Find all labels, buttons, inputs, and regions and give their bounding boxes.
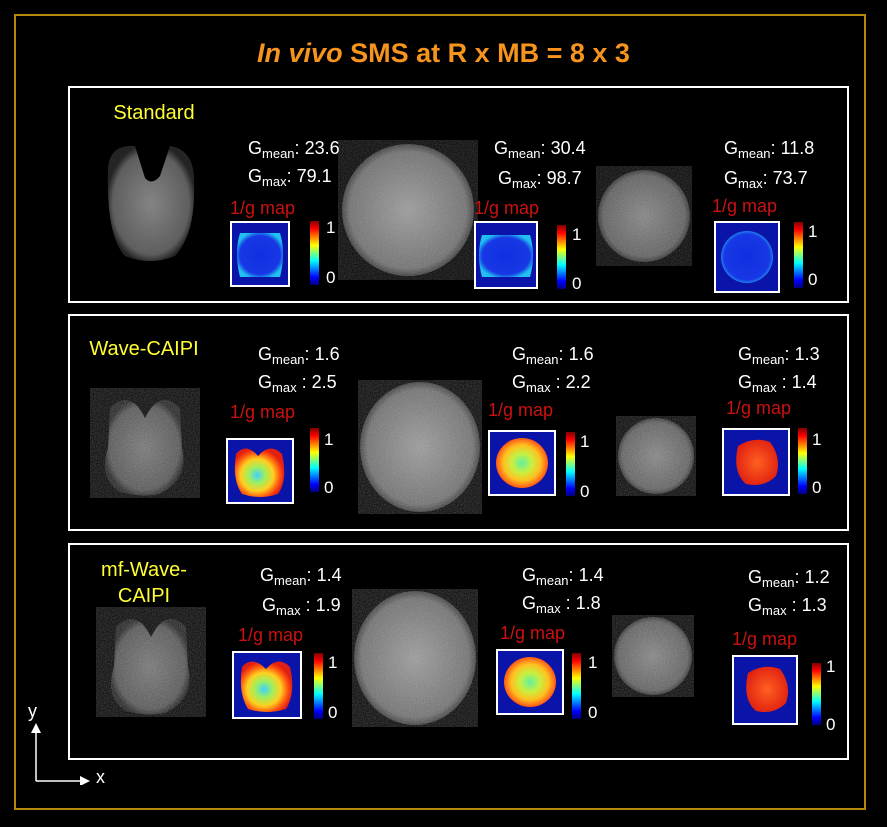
map-label-slice-2: 1/g map [500, 623, 566, 643]
map-label-slice-3: 1/g map [712, 196, 778, 216]
gmax-slice-1: Gmax : 1.9 [262, 595, 341, 618]
gmean-value: 23.6 [304, 138, 340, 158]
colorbar-slice-3 [794, 222, 803, 288]
gmean-slice-3: Gmean: 1.3 [738, 344, 820, 367]
colorbar-max-slice-2: 1 [572, 225, 582, 244]
gmean-slice-2: Gmean: 1.4 [522, 565, 604, 588]
brain-image-slice-3 [596, 166, 692, 266]
panel-label-standard: Standard [113, 102, 195, 124]
colorbar-max-slice-1: 1 [324, 430, 334, 449]
map-label-slice-1: 1/g map [230, 402, 296, 422]
colorbar-min-slice-3: 0 [808, 270, 818, 289]
brain-image-slice-1 [90, 388, 200, 498]
colorbar-max-slice-3: 1 [808, 222, 818, 241]
outer-frame [14, 14, 866, 810]
g-factor-map-slice-1 [226, 438, 294, 504]
gmax-value: 79.1 [296, 166, 332, 186]
colorbar-min-slice-2: 0 [588, 703, 598, 722]
colorbar-max-slice-2: 1 [580, 432, 590, 451]
axes-indicator: y x [28, 701, 118, 787]
colorbar-slice-2 [557, 225, 566, 289]
colorbar-min-slice-1: 0 [328, 703, 338, 722]
colorbar-min-slice-2: 0 [580, 482, 590, 501]
colorbar-min-slice-1: 0 [324, 478, 334, 497]
axis-label-y: y [28, 701, 37, 721]
gmax-slice-2: Gmax : 2.2 [512, 372, 591, 395]
axes-arrows-icon [31, 723, 90, 786]
map-label-slice-3: 1/g map [726, 398, 792, 418]
colorbar-max-slice-3: 1 [812, 430, 822, 449]
gmean-slice-1: Gmean: 1.4 [260, 565, 342, 588]
brain-image-slice-1 [96, 607, 206, 717]
panel-label-mf-wave-caipi: mf-Wave- CAIPI [84, 557, 204, 609]
colorbar-slice-2 [566, 432, 575, 496]
colorbar-max-slice-1: 1 [328, 653, 338, 672]
g-factor-map-slice-2 [496, 649, 564, 715]
panel-standard: Standard Gmean: 23.6 Gmax: 79.1 1/g map … [68, 86, 849, 303]
g-factor-map-slice-2 [488, 430, 556, 496]
gmean-slice-1: Gmean: 1.6 [258, 344, 340, 367]
colorbar-slice-3 [798, 428, 807, 494]
colorbar-slice-1 [310, 221, 319, 285]
g-factor-map-slice-3 [714, 221, 780, 293]
colorbar-max-slice-1: 1 [326, 218, 336, 237]
map-label-slice-3: 1/g map [732, 629, 798, 649]
colorbar-slice-1 [310, 428, 319, 492]
title-rest: SMS at R x MB = 8 x 3 [342, 38, 630, 68]
panel-wave-caipi: Wave-CAIPI Gmean: 1.6 Gmax : 2.5 1/g map… [68, 314, 849, 531]
g-factor-map-slice-2 [474, 221, 538, 289]
colorbar-min-slice-2: 0 [572, 274, 582, 293]
brain-image-slice-2 [338, 140, 478, 280]
brain-image-slice-2 [358, 380, 482, 514]
colorbar-min-slice-3: 0 [812, 478, 822, 497]
gmean-slice-2: Gmean: 1.6 [512, 344, 594, 367]
colorbar-slice-1 [314, 653, 323, 719]
map-label-slice-2: 1/g map [474, 198, 540, 218]
gmax-slice-3: Gmax : 1.3 [748, 595, 827, 618]
colorbar-max-slice-2: 1 [588, 653, 598, 672]
colorbar-slice-2 [572, 653, 581, 719]
gmean-slice-2: Gmean: 30.4 [494, 138, 586, 161]
panel-label-line-2: CAIPI [117, 585, 171, 607]
g-factor-map-slice-1 [230, 221, 290, 287]
panel-label-line-1: mf-Wave- [101, 559, 187, 581]
colorbar-min-slice-1: 0 [326, 268, 336, 287]
colorbar-min-slice-3: 0 [826, 715, 836, 734]
gmax-slice-2: Gmax : 1.8 [522, 593, 601, 616]
gmean-slice-3: Gmean: 11.8 [724, 138, 815, 161]
brain-image-slice-3 [612, 615, 694, 697]
map-label-slice-1: 1/g map [230, 198, 296, 218]
title-italic: In vivo [257, 38, 343, 68]
gmax-slice-1: Gmax : 2.5 [258, 372, 337, 395]
figure-title: In vivo SMS at R x MB = 8 x 3 [0, 38, 887, 69]
g-factor-map-slice-3 [722, 428, 790, 496]
gmax-slice-1: Gmax: 79.1 [248, 166, 332, 189]
gmean-slice-3: Gmean: 1.2 [748, 567, 830, 590]
colorbar-max-slice-3: 1 [826, 657, 836, 676]
axis-label-x: x [96, 767, 105, 787]
map-label-slice-1: 1/g map [238, 625, 304, 645]
g-factor-map-slice-1 [232, 651, 302, 719]
gmax-slice-3: Gmax : 1.4 [738, 372, 817, 395]
map-label-slice-2: 1/g map [488, 400, 554, 420]
gmean-slice-1: Gmean: 23.6 [248, 138, 340, 161]
panel-label-wave-caipi: Wave-CAIPI [89, 338, 199, 360]
gmax-slice-2: Gmax: 98.7 [498, 168, 582, 191]
gmax-slice-3: Gmax: 73.7 [724, 168, 808, 191]
panel-mf-wave-caipi: mf-Wave- CAIPI Gmean: 1.4 Gmax : 1.9 1/g… [68, 543, 849, 760]
g-factor-map-slice-3 [732, 655, 798, 725]
colorbar-slice-3 [812, 663, 821, 725]
brain-image-slice-2 [352, 589, 478, 727]
brain-image-slice-3 [616, 416, 696, 496]
brain-image-slice-1 [100, 138, 200, 268]
